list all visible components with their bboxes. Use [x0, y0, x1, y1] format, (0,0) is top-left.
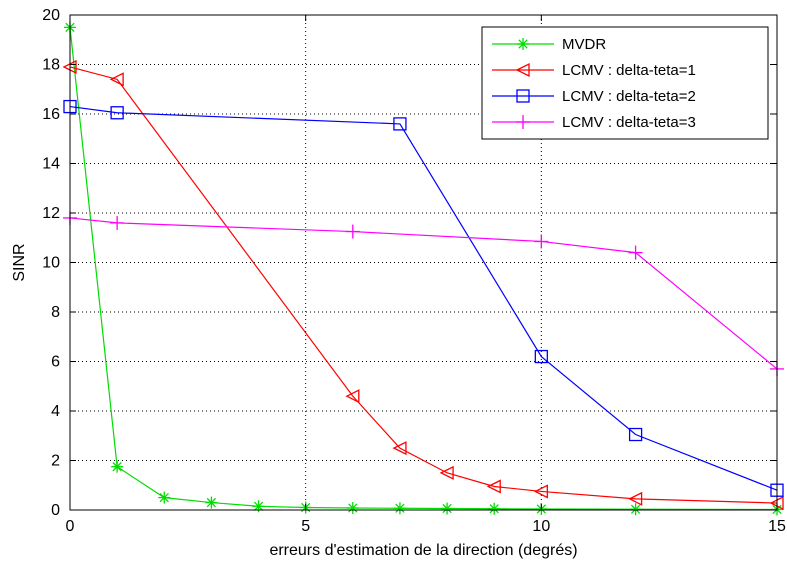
data-point [486, 479, 501, 494]
y-tick-label: 12 [42, 205, 60, 222]
x-tick-label: 0 [66, 518, 75, 535]
data-point [158, 491, 171, 504]
y-tick-label: 2 [51, 453, 60, 470]
y-tick-label: 0 [51, 502, 60, 519]
data-point [629, 503, 642, 516]
x-axis-label: erreurs d'estimation de la direction (de… [269, 542, 577, 559]
axis-ticks: 0 5 10 15 0 2 4 6 8 10 12 14 16 18 20 [42, 7, 786, 535]
legend-marker [516, 115, 530, 129]
y-tick-label: 18 [42, 57, 60, 74]
data-point [111, 460, 124, 473]
data-point [393, 502, 406, 515]
data-point [110, 215, 125, 230]
series-3 [63, 99, 784, 497]
legend-marker [515, 62, 530, 78]
data-point [392, 441, 407, 456]
series-line [69, 217, 778, 370]
data-point [488, 502, 501, 515]
data-point [110, 106, 124, 120]
grid [70, 15, 777, 510]
legend-label: LCMV : delta-teta=2 [562, 88, 696, 105]
data-point [205, 496, 218, 509]
y-axis-label: SINR [11, 243, 28, 281]
data-point [345, 224, 360, 239]
legend: MVDR LCMV : delta-teta=1 LCMV : delta-teta… [481, 26, 769, 140]
x-tick-label: 15 [768, 518, 786, 535]
legend-label: MVDR [562, 36, 606, 53]
series-line [69, 66, 778, 504]
series-line [69, 105, 778, 491]
data-point [441, 502, 454, 515]
x-tick-label: 5 [301, 518, 310, 535]
y-tick-label: 10 [42, 255, 60, 272]
data-point [346, 502, 359, 515]
legend-label: LCMV : delta-teta=3 [562, 114, 696, 131]
series-2 [62, 59, 784, 511]
legend-entry: MVDR [492, 36, 606, 53]
data-point [628, 427, 643, 442]
x-tick-label: 10 [532, 518, 550, 535]
legend-entry: LCMV : delta-teta=1 [492, 62, 696, 79]
data-point [628, 245, 643, 260]
legend-marker [516, 89, 530, 103]
legend-marker [517, 38, 529, 50]
data-point [533, 484, 548, 499]
data-point [393, 117, 407, 131]
y-tick-label: 4 [51, 403, 60, 420]
y-tick-label: 14 [42, 156, 60, 173]
y-tick-label: 8 [51, 304, 60, 321]
legend-box [481, 26, 769, 140]
data-point [628, 491, 643, 506]
y-tick-label: 20 [42, 7, 60, 24]
y-tick-label: 6 [51, 354, 60, 371]
data-point [534, 234, 549, 249]
data-point [534, 349, 548, 364]
data-point [439, 465, 454, 480]
legend-label: LCMV : delta-teta=1 [562, 62, 696, 79]
legend-entry: LCMV : delta-teta=2 [492, 88, 696, 105]
legend-entry: LCMV : delta-teta=3 [492, 114, 696, 131]
data-point [345, 389, 360, 404]
data-point [109, 72, 124, 87]
y-tick-label: 16 [42, 106, 60, 123]
